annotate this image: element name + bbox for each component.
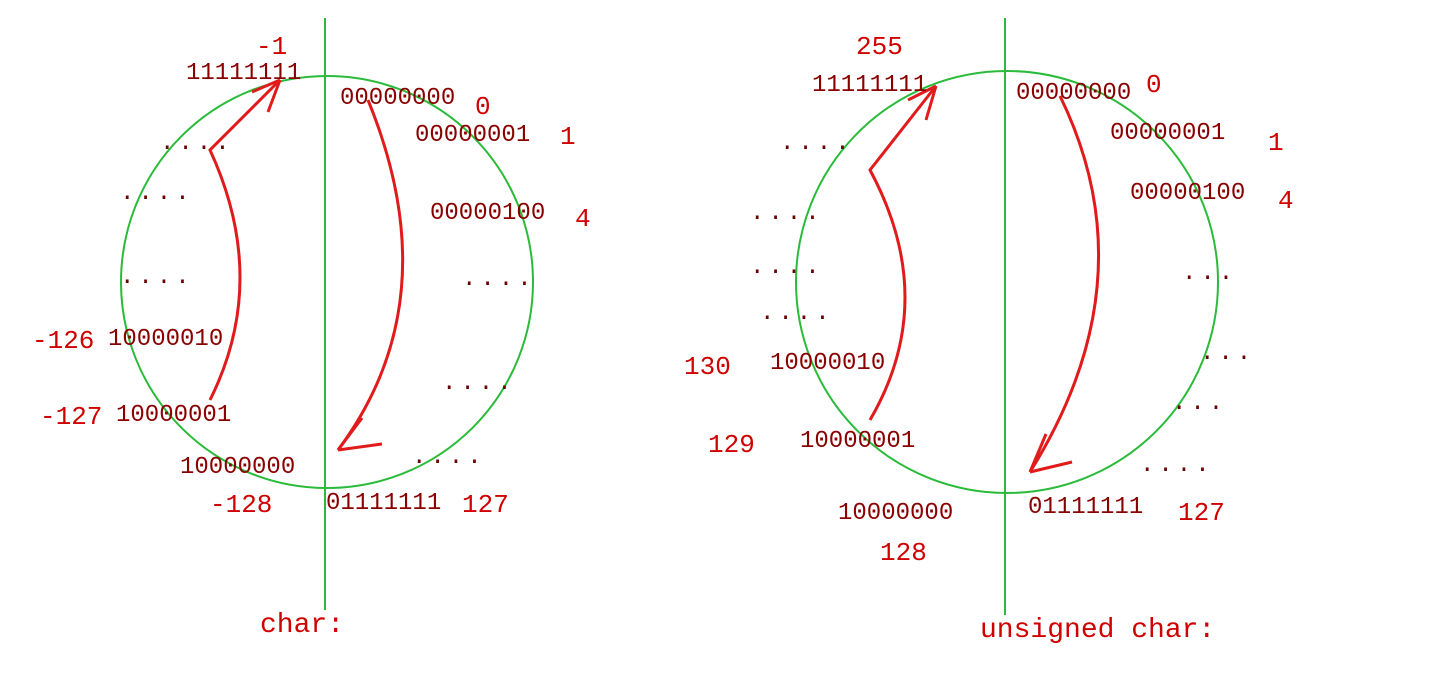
right-bin-3: 00000100 xyxy=(1130,180,1245,207)
left-bin-3: 00000100 xyxy=(430,200,545,227)
left-bin-7: 01111111 xyxy=(326,490,441,517)
right-dec-6: 128 xyxy=(880,538,927,568)
right-bin-5: 10000001 xyxy=(800,428,915,455)
right-dec-7: 127 xyxy=(1178,498,1225,528)
left-bin-1: 00000000 xyxy=(340,85,455,112)
left-dec-0: -1 xyxy=(256,32,287,62)
right-dec-2: 1 xyxy=(1268,128,1284,158)
left-bin-6: 10000000 xyxy=(180,454,295,481)
left-dots-1: .... xyxy=(120,180,194,207)
right-dots-7: .... xyxy=(1140,452,1214,479)
left-bin-5: 10000001 xyxy=(116,402,231,429)
left-dec-7: 127 xyxy=(462,490,509,520)
left-dots-3: .... xyxy=(462,266,536,293)
left-dec-6: -128 xyxy=(210,490,272,520)
right-dots-5: ... xyxy=(1200,340,1255,367)
left-dec-5: -127 xyxy=(40,402,102,432)
right-dots-4: ... xyxy=(1182,260,1237,287)
left-bin-0: 11111111 xyxy=(186,60,301,87)
right-bin-2: 00000001 xyxy=(1110,120,1225,147)
left-dots-0: .... xyxy=(160,130,234,157)
right-bin-6: 10000000 xyxy=(838,500,953,527)
left-title: char: xyxy=(260,610,344,641)
right-dec-0: 255 xyxy=(856,32,903,62)
left-dots-5: .... xyxy=(412,444,486,471)
left-bin-4: 10000010 xyxy=(108,326,223,353)
right-dots-3: .... xyxy=(760,300,834,327)
left-dots-4: .... xyxy=(442,370,516,397)
right-bin-1: 00000000 xyxy=(1016,80,1131,107)
right-dots-2: .... xyxy=(750,254,824,281)
right-dots-0: .... xyxy=(780,130,854,157)
left-dec-4: -126 xyxy=(32,326,94,356)
left-bin-2: 00000001 xyxy=(415,122,530,149)
right-dots-6: ... xyxy=(1172,390,1227,417)
right-dec-5: 129 xyxy=(708,430,755,460)
left-dots-2: .... xyxy=(120,264,194,291)
right-dec-1: 0 xyxy=(1146,70,1162,100)
right-dec-4: 130 xyxy=(684,352,731,382)
left-dec-2: 1 xyxy=(560,122,576,152)
right-dec-3: 4 xyxy=(1278,186,1294,216)
right-bin-0: 11111111 xyxy=(812,72,927,99)
right-title: unsigned char: xyxy=(980,615,1215,646)
right-bin-7: 01111111 xyxy=(1028,494,1143,521)
right-bin-4: 10000010 xyxy=(770,350,885,377)
right-dots-1: .... xyxy=(750,200,824,227)
left-dec-1: 0 xyxy=(475,92,491,122)
left-dec-3: 4 xyxy=(575,204,591,234)
